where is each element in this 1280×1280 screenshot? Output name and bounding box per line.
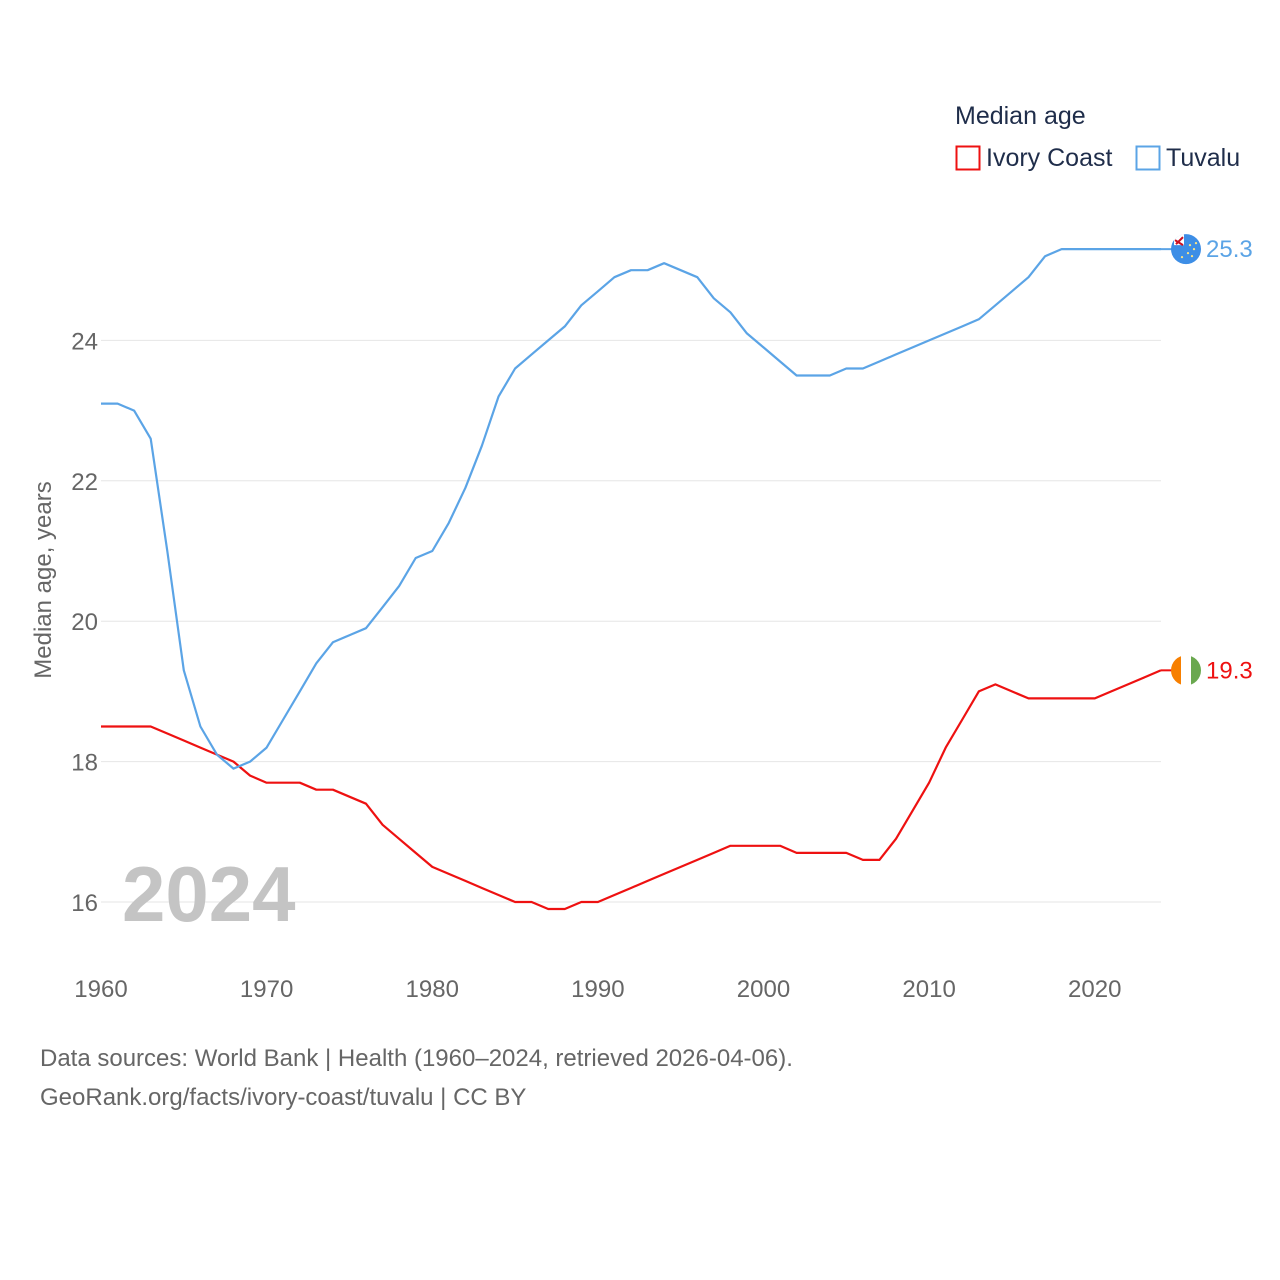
legend-label-ivory-coast: Ivory Coast [986,144,1112,172]
current-year-watermark: 2024 [122,850,296,938]
x-tick-label: 1960 [74,976,127,1003]
legend-label-tuvalu: Tuvalu [1166,144,1240,172]
x-tick-label: 1970 [240,976,293,1003]
end-value-label-tuvalu: 25.3 [1206,236,1253,263]
x-tick-label: 2010 [902,976,955,1003]
grid-lines [101,339,1161,903]
end-markers: 19.3 25.3 [1161,234,1253,686]
y-tick-label: 16 [71,890,98,917]
footer-credit: GeoRank.org/facts/ivory-coast/tuvalu | C… [40,1084,527,1111]
legend-item-ivory-coast[interactable]: Ivory Coast [955,144,1113,172]
footer-sources: Data sources: World Bank | Health (1960–… [40,1045,793,1072]
y-tick-label: 24 [71,328,98,355]
series-line-tuvalu [101,248,1161,770]
y-tick-label: 20 [71,609,98,636]
series-line-ivory-coast [101,669,1162,911]
tuvalu-flag-icon [1171,234,1201,265]
x-tick-label: 2020 [1068,976,1121,1003]
legend-title: Median age [955,102,1086,130]
x-axis: 1960 1970 1980 1990 2000 2010 2020 [74,976,1121,1003]
legend-swatch-ivory-coast [955,145,981,171]
series-lines [101,248,1162,911]
y-axis: 16 18 20 22 24 [71,328,98,917]
legend-item-tuvalu[interactable]: Tuvalu [1135,144,1241,172]
x-tick-label: 1980 [406,976,459,1003]
end-value-label-ivory-coast: 19.3 [1206,657,1253,684]
x-tick-label: 1990 [571,976,624,1003]
legend-swatch-tuvalu [1135,145,1161,171]
ivory-coast-flag-icon [1171,655,1201,686]
y-axis-title: Median age, years [30,481,57,678]
y-tick-label: 18 [71,750,98,777]
y-tick-label: 22 [71,469,98,496]
x-tick-label: 2000 [737,976,790,1003]
legend: Median age Ivory Coast Tuvalu [955,102,1240,172]
